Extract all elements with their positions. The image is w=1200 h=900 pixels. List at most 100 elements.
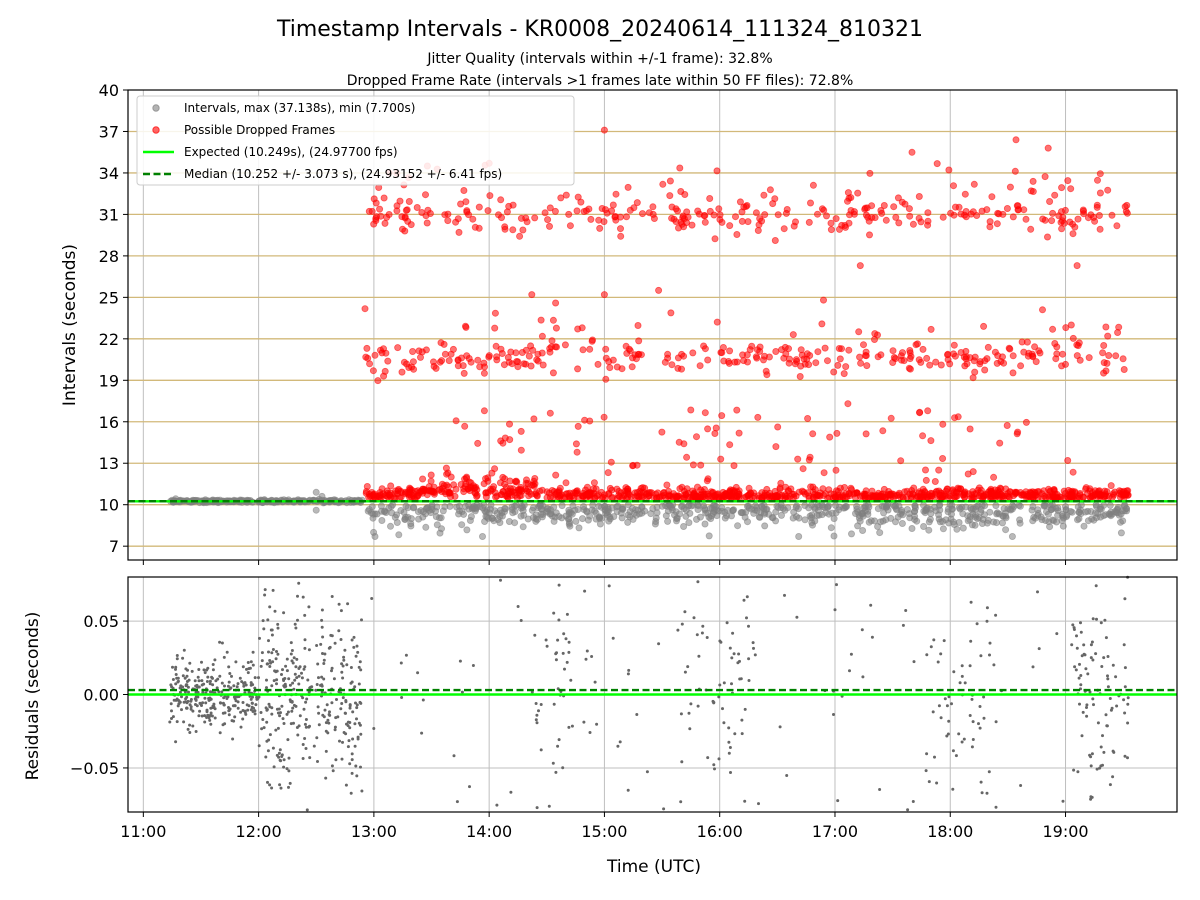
residual-point (285, 767, 289, 771)
residual-point (178, 700, 182, 704)
interval-point (1084, 517, 1092, 525)
residual-point (215, 686, 219, 690)
interval-point (707, 515, 715, 523)
residual-point (460, 690, 464, 694)
residual-point (218, 674, 222, 678)
interval-point (811, 503, 819, 511)
dropped-frame-point (1022, 215, 1030, 223)
bottom-y-tick-label: 0.05 (83, 612, 119, 631)
dropped-frame-point (726, 441, 734, 449)
residual-point (1037, 647, 1041, 651)
residual-point (328, 710, 331, 714)
residual-point (274, 657, 278, 661)
dropped-frame-point (803, 355, 811, 363)
residual-point (341, 676, 345, 680)
residual-point (175, 654, 179, 657)
residual-point (316, 760, 319, 763)
residual-point (300, 671, 303, 675)
dropped-frame-point (847, 206, 855, 214)
dropped-frame-point (617, 225, 625, 233)
residual-point (295, 726, 299, 729)
interval-point (1029, 502, 1037, 510)
interval-point (899, 511, 907, 519)
interval-point (795, 514, 803, 522)
residual-point (271, 746, 275, 750)
residual-point (320, 683, 324, 687)
interval-point (750, 509, 758, 517)
dropped-frame-point (796, 372, 804, 380)
interval-point (617, 509, 625, 517)
dropped-frame-point (1085, 354, 1093, 362)
interval-point (925, 518, 933, 526)
interval-point (569, 502, 577, 510)
dropped-frame-point (1100, 341, 1108, 349)
residual-point (745, 616, 748, 620)
dropped-frame-point (491, 465, 499, 473)
residual-point (705, 636, 709, 639)
dropped-frame-point (805, 218, 813, 226)
dropped-frame-point (701, 218, 709, 226)
residual-point (324, 776, 328, 780)
residual-point (562, 632, 566, 636)
residual-point (278, 783, 282, 787)
residual-point (616, 744, 620, 748)
x-tick-label: 11:00 (120, 822, 166, 841)
residual-point (253, 676, 257, 680)
residual-point (198, 701, 202, 705)
residual-point (370, 597, 374, 600)
dropped-frame-point (396, 197, 404, 205)
interval-point (854, 508, 862, 516)
interval-point (892, 518, 900, 526)
residual-point (963, 681, 967, 685)
dropped-frame-point (421, 191, 429, 199)
dropped-frame-point (590, 479, 598, 487)
residual-point (958, 681, 962, 685)
residual-point (260, 727, 264, 731)
residual-point (728, 646, 732, 650)
residual-point (264, 755, 268, 759)
residual-point (336, 715, 340, 719)
residual-point (1123, 754, 1127, 758)
residual-point (1122, 643, 1126, 647)
interval-point (318, 492, 326, 500)
residual-point (257, 744, 261, 748)
dropped-frame-point (376, 346, 384, 354)
residual-point (618, 740, 622, 744)
interval-point (410, 503, 418, 511)
dropped-frame-point (970, 180, 978, 188)
dropped-frame-point (781, 491, 789, 499)
interval-point (486, 505, 494, 513)
x-axis-label: Time (UTC) (606, 857, 701, 877)
residual-point (547, 804, 551, 808)
dropped-frame-point (522, 346, 530, 354)
dropped-frame-point (955, 203, 963, 211)
residual-point (275, 650, 278, 653)
top-y-tick-label: 34 (99, 164, 119, 183)
dropped-frame-point (799, 465, 807, 473)
residual-point (1100, 665, 1104, 668)
residual-point (227, 680, 231, 684)
interval-point (898, 520, 906, 528)
dropped-frame-point (890, 353, 898, 361)
residual-point (994, 613, 998, 617)
residual-point (778, 725, 782, 729)
residual-point (276, 652, 280, 656)
residual-point (1078, 702, 1081, 706)
residual-point (676, 628, 680, 632)
dropped-frame-point (733, 230, 741, 238)
interval-point (974, 502, 982, 510)
residual-point (1085, 703, 1089, 707)
residual-point (1075, 646, 1079, 650)
residual-point (332, 677, 336, 681)
residual-point (471, 664, 475, 667)
dropped-frame-point (852, 489, 860, 497)
residual-point (191, 724, 195, 728)
interval-point (773, 502, 781, 510)
residual-point (226, 684, 230, 688)
residual-point (203, 720, 207, 724)
dropped-frame-point (840, 370, 848, 378)
residual-point (287, 756, 291, 760)
residual-point (259, 664, 263, 668)
dropped-frame-point (906, 365, 914, 373)
